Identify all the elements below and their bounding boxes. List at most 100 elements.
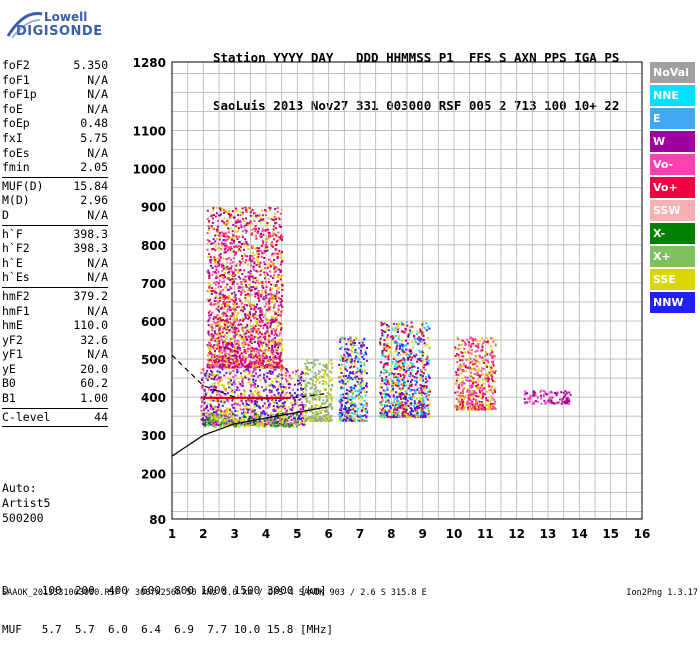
- echo-point: [419, 339, 421, 341]
- echo-point: [210, 290, 212, 292]
- echo-point: [346, 361, 348, 363]
- echo-point: [395, 363, 397, 365]
- echo-point: [415, 391, 417, 393]
- echo-point: [205, 424, 207, 426]
- echo-point: [234, 325, 236, 327]
- echo-point: [267, 327, 269, 329]
- echo-point: [344, 357, 346, 359]
- echo-point: [408, 405, 410, 407]
- echo-point: [247, 329, 249, 331]
- echo-point: [230, 246, 232, 248]
- echo-point: [211, 378, 213, 380]
- echo-point: [243, 278, 245, 280]
- echo-point: [311, 362, 313, 364]
- echo-point: [354, 413, 356, 415]
- echo-point: [262, 227, 264, 229]
- echo-point: [258, 393, 260, 395]
- echo-point: [212, 207, 214, 209]
- echo-point: [239, 349, 241, 351]
- echo-point: [405, 398, 407, 400]
- echo-point: [382, 355, 384, 357]
- echo-point: [220, 248, 222, 250]
- echo-point: [417, 338, 419, 340]
- echo-point: [236, 355, 238, 357]
- echo-point: [240, 281, 242, 283]
- echo-point: [238, 345, 240, 347]
- echo-point: [379, 342, 381, 344]
- echo-point: [223, 301, 225, 303]
- echo-point: [328, 412, 330, 414]
- echo-point: [306, 401, 308, 403]
- echo-point: [209, 386, 211, 388]
- echo-point: [250, 338, 252, 340]
- echo-point: [392, 382, 394, 384]
- echo-point: [212, 209, 214, 211]
- echo-point: [225, 372, 227, 374]
- echo-point: [411, 369, 413, 371]
- echo-point: [228, 236, 230, 238]
- echo-point: [425, 364, 427, 366]
- echo-point: [219, 417, 221, 419]
- echo-point: [256, 331, 258, 333]
- echo-point: [222, 296, 224, 298]
- echo-point: [321, 376, 323, 378]
- echo-point: [269, 289, 271, 291]
- echo-point: [244, 304, 246, 306]
- echo-point: [218, 340, 220, 342]
- echo-point: [214, 300, 216, 302]
- echo-point: [279, 305, 281, 307]
- echo-point: [386, 389, 388, 391]
- echo-point: [321, 369, 323, 371]
- echo-point: [230, 259, 232, 261]
- echo-point: [224, 303, 226, 305]
- echo-point: [278, 362, 280, 364]
- echo-point: [278, 381, 280, 383]
- echo-point: [405, 329, 407, 331]
- echo-point: [250, 385, 252, 387]
- echo-point: [394, 329, 396, 331]
- echo-point: [318, 419, 320, 421]
- echo-point: [248, 344, 250, 346]
- echo-point: [263, 296, 265, 298]
- echo-point: [228, 361, 230, 363]
- echo-point: [363, 371, 365, 373]
- echo-point: [217, 343, 219, 345]
- echo-point: [234, 344, 236, 346]
- echo-point: [426, 358, 428, 360]
- echo-point: [233, 240, 235, 242]
- echo-point: [381, 396, 383, 398]
- echo-point: [215, 308, 217, 310]
- echo-point: [350, 337, 352, 339]
- echo-point: [270, 265, 272, 267]
- echo-point: [279, 271, 281, 273]
- echo-point: [216, 348, 218, 350]
- echo-point: [267, 364, 269, 366]
- echo-point: [266, 222, 268, 224]
- echo-point: [226, 332, 228, 334]
- echo-point: [409, 367, 411, 369]
- echo-point: [227, 219, 229, 221]
- echo-point: [251, 286, 253, 288]
- echo-point: [399, 348, 401, 350]
- echo-point: [274, 213, 276, 215]
- echo-point: [227, 347, 229, 349]
- echo-point: [227, 377, 229, 379]
- echo-point: [348, 407, 350, 409]
- echo-point: [261, 245, 263, 247]
- echo-point: [383, 330, 385, 332]
- echo-point: [221, 220, 223, 222]
- echo-point: [322, 364, 324, 366]
- echo-point: [238, 389, 240, 391]
- echo-point: [364, 349, 366, 351]
- echo-point: [229, 217, 231, 219]
- echo-point: [357, 361, 359, 363]
- echo-point: [386, 343, 388, 345]
- echo-point: [347, 394, 349, 396]
- echo-point: [290, 377, 292, 379]
- echo-point: [228, 371, 230, 373]
- echo-point: [212, 217, 214, 219]
- echo-point: [211, 312, 213, 314]
- echo-point: [410, 372, 412, 374]
- echo-point: [329, 370, 331, 372]
- echo-point: [250, 215, 252, 217]
